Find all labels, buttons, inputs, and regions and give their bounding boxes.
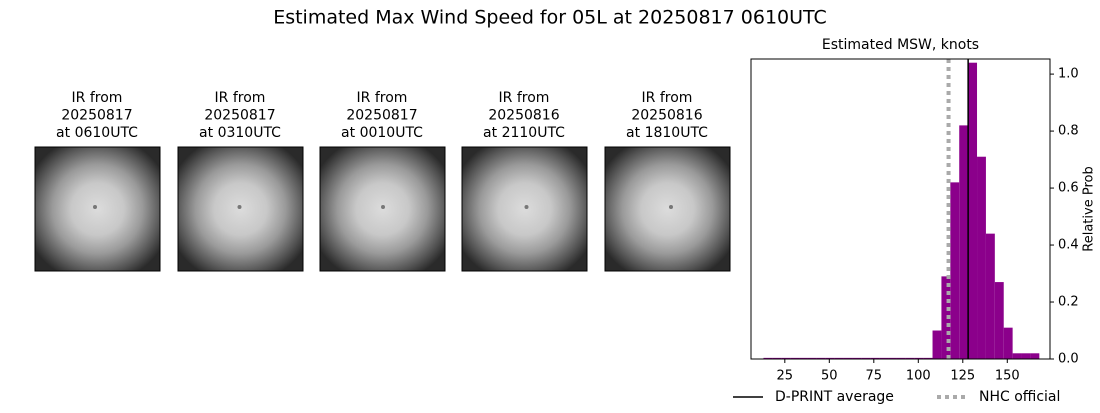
- bar: [977, 156, 986, 359]
- panel-title: IR from: [642, 90, 693, 106]
- bar: [799, 357, 808, 359]
- storm-eye: [381, 205, 385, 209]
- bar: [914, 357, 924, 359]
- y-tick-label: 0.8: [1058, 124, 1079, 139]
- bar: [790, 357, 800, 359]
- bar: [959, 125, 969, 359]
- bar: [825, 357, 835, 359]
- y-tick-label: 0.6: [1058, 181, 1079, 196]
- bar: [807, 357, 817, 359]
- y-axis-label: Relative Prob: [1082, 166, 1097, 251]
- bar: [932, 330, 942, 359]
- bar: [834, 357, 844, 359]
- panel-title: at 2110UTC: [483, 125, 565, 141]
- bar: [896, 357, 906, 359]
- x-tick-label: 50: [821, 369, 838, 384]
- legend-label: NHC official: [979, 389, 1060, 405]
- bar: [1003, 327, 1013, 359]
- y-tick-label: 0.2: [1058, 295, 1079, 310]
- y-tick-label: 0.4: [1058, 238, 1079, 253]
- panel-title: at 1810UTC: [626, 125, 708, 141]
- panel-title: IR from: [499, 90, 550, 106]
- satellite-image: [177, 146, 304, 272]
- bar: [781, 357, 791, 359]
- y-tick-label: 1.0: [1058, 67, 1079, 82]
- x-tick-label: 75: [866, 369, 883, 384]
- bar: [816, 357, 826, 359]
- bar: [950, 182, 960, 359]
- bar: [1012, 353, 1022, 359]
- bar: [941, 276, 951, 359]
- panel-title: IR from: [357, 90, 408, 106]
- bar: [1030, 353, 1040, 359]
- bar: [852, 357, 862, 359]
- panel-title: 20250817: [346, 108, 417, 124]
- plot-frame: [750, 58, 1051, 360]
- storm-eye: [669, 205, 673, 209]
- bar: [888, 357, 897, 359]
- panel-title: 20250817: [204, 108, 275, 124]
- panel-title: IR from: [215, 90, 266, 106]
- x-tick-label: 125: [950, 369, 975, 384]
- bar: [879, 357, 889, 359]
- x-tick-label: 100: [906, 369, 931, 384]
- bar: [985, 233, 995, 359]
- satellite-image: [604, 146, 731, 272]
- satellite-image: [461, 146, 588, 272]
- storm-eye: [93, 205, 97, 209]
- chart-title: Estimated MSW, knots: [822, 37, 979, 53]
- storm-eye: [524, 205, 529, 209]
- x-tick-label: 25: [777, 369, 794, 384]
- panel-title: at 0310UTC: [199, 125, 281, 141]
- storm-eye: [237, 205, 242, 209]
- bar: [870, 357, 880, 359]
- satellite-image: [319, 146, 446, 272]
- panel-title: 20250816: [488, 108, 559, 124]
- bar: [923, 357, 933, 359]
- bar: [905, 357, 915, 359]
- panel-title: at 0010UTC: [341, 125, 423, 141]
- bar: [861, 357, 871, 359]
- bar: [772, 357, 782, 359]
- bar: [1021, 353, 1031, 359]
- bar: [843, 357, 853, 359]
- bar: [763, 357, 773, 359]
- bar: [968, 62, 978, 359]
- y-tick-label: 0.0: [1058, 352, 1079, 367]
- figure-title: Estimated Max Wind Speed for 05L at 2025…: [273, 7, 827, 29]
- x-tick-label: 150: [995, 369, 1020, 384]
- satellite-image: [34, 146, 161, 272]
- panel-title: 20250817: [61, 108, 132, 124]
- panel-title: IR from: [72, 90, 123, 106]
- panel-title: 20250816: [631, 108, 702, 124]
- legend-label: D-PRINT average: [775, 389, 894, 405]
- bar: [994, 282, 1004, 359]
- panel-title: at 0610UTC: [56, 125, 138, 141]
